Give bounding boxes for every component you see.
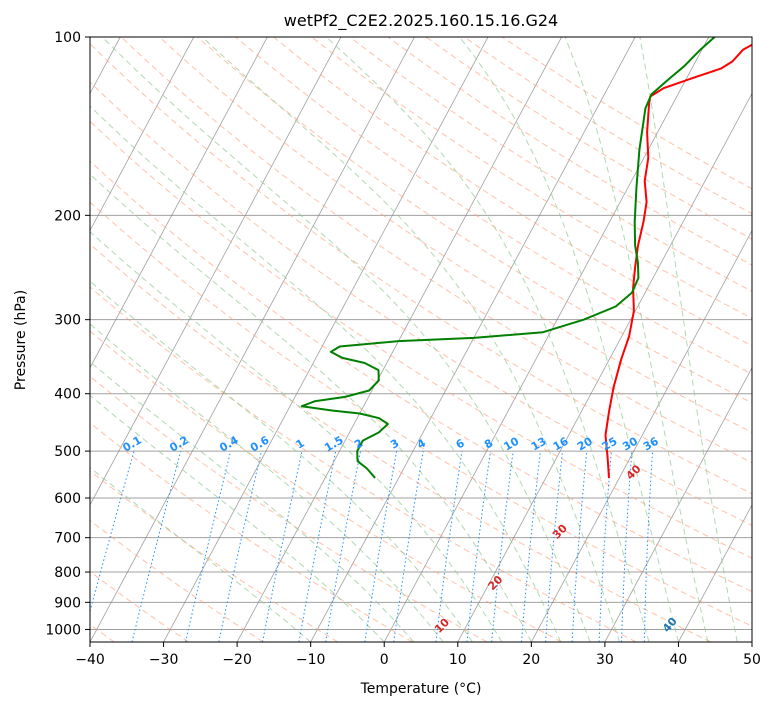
dry-adiabat-line: [273, 37, 752, 347]
dry-adiabat-line: [197, 37, 752, 404]
y-tick-label: 300: [54, 313, 81, 329]
mixing-ratio-label: 6: [454, 436, 467, 451]
dry-adiabat-line: [90, 470, 339, 642]
isotherm-line: [90, 37, 342, 506]
x-tick-label: 50: [743, 652, 761, 668]
y-tick-label: 900: [54, 595, 81, 611]
isotherm-line: [163, 37, 489, 642]
dewpoint-profile-line: [300, 37, 716, 479]
dry-adiabat-label: 40: [660, 615, 680, 635]
x-tick-label: 30: [596, 652, 614, 668]
moist-adiabat-line: [90, 105, 562, 642]
mixing-ratio-line: [545, 451, 563, 642]
dry-adiabat-line: [90, 201, 752, 627]
y-tick-label: 100: [54, 30, 81, 46]
x-tick-label: −10: [296, 652, 326, 668]
moist-adiabat-line: [90, 361, 414, 642]
mixing-ratio-line: [185, 450, 232, 642]
mixing-ratio-line: [491, 451, 514, 642]
y-tick-label: 800: [54, 565, 81, 581]
moist-adiabat-line: [325, 37, 650, 642]
mixing-ratio-line: [262, 450, 303, 642]
chart-title: wetPf2_C2E2.2025.160.15.16.G24: [284, 11, 558, 31]
y-tick-label: 1000: [45, 622, 81, 638]
mixing-ratio-line: [131, 450, 182, 642]
dry-adiabat-line: [158, 37, 752, 433]
dry-adiabat-line: [311, 37, 752, 319]
y-axis-label: Pressure (hPa): [13, 290, 29, 390]
mixing-ratio-line: [364, 451, 398, 642]
moist-adiabat-line: [90, 280, 473, 642]
dry-adiabat-line: [90, 570, 189, 642]
dry-adiabat-line: [90, 330, 562, 642]
isotherm-line: [90, 37, 268, 369]
mixing-ratio-label: 3: [388, 437, 401, 452]
moist-adiabat-line: [90, 323, 444, 642]
mixing-ratio-line: [90, 450, 135, 614]
isotherm-line: [383, 37, 710, 642]
moist-adiabat-line: [564, 37, 709, 642]
x-tick-label: 10: [449, 652, 467, 668]
dry-adiabat-line: [349, 37, 752, 292]
mixing-ratio-line: [435, 451, 463, 642]
isotherm-line: [236, 37, 562, 642]
mixing-ratio-line: [643, 451, 654, 642]
isotherm-line: [457, 92, 752, 642]
dry-adiabat-line: [90, 81, 752, 527]
axis-ticks: −40 −30 −20 −10 0 10 20 30 40 50 100 200 300 400 500 60…: [45, 30, 761, 668]
mixing-ratio-label: 2: [352, 437, 365, 452]
moist-adiabat-line: [90, 231, 503, 642]
isotherm-line: [90, 37, 415, 642]
mixing-ratio-line: [218, 450, 262, 642]
isotherm-line: [530, 229, 752, 642]
x-tick-label: −20: [222, 652, 252, 668]
dry-adiabat-line: [425, 37, 752, 240]
dry-adiabat-line: [90, 422, 413, 642]
y-tick-label: 700: [54, 531, 81, 547]
temperature-profile-line: [604, 43, 752, 479]
mixing-ratio-line: [466, 451, 491, 642]
y-tick-label: 600: [54, 491, 81, 507]
mixing-ratio-label: 4: [415, 436, 428, 451]
isotherm-line: [90, 37, 195, 232]
mixing-ratio-line: [521, 451, 541, 642]
y-tick-label: 400: [54, 387, 81, 403]
x-tick-label: 20: [522, 652, 540, 668]
x-axis-label: Temperature (°C): [360, 681, 482, 697]
dry-adiabat-line: [90, 160, 752, 593]
mixing-ratio-line: [393, 451, 424, 642]
moist-adiabat-line: [101, 37, 591, 642]
dry-adiabat-line: [90, 286, 637, 642]
isotherm-line: [678, 504, 752, 642]
x-tick-label: −40: [75, 652, 105, 668]
moist-adiabat-line: [459, 37, 679, 642]
x-tick-label: −30: [149, 652, 179, 668]
dry-adiabat-line: [120, 37, 752, 464]
moist-adiabat-line: [90, 466, 312, 642]
y-tick-label: 200: [54, 208, 81, 224]
moist-adiabat-line: [639, 37, 738, 642]
profile-series: [300, 37, 752, 479]
background-reference-lines: [90, 37, 752, 642]
dry-adiabat-line: [90, 375, 488, 642]
moist-adiabat-line: [201, 37, 621, 642]
isotherm-line: [604, 366, 752, 642]
isotherm-line: [751, 641, 752, 642]
x-tick-label: 0: [380, 652, 389, 668]
dry-adiabat-line: [463, 37, 752, 215]
moist-adiabat-label: 20: [485, 573, 505, 593]
dry-adiabat-line: [501, 37, 752, 190]
moist-adiabat-label: 10: [432, 615, 452, 635]
x-tick-label: 40: [669, 652, 687, 668]
dry-adiabat-line: [90, 243, 712, 642]
moist-adiabat-line: [90, 173, 532, 642]
y-tick-label: 500: [54, 444, 81, 460]
moist-adiabat-label: 40: [624, 462, 644, 482]
plot-frame: [89, 36, 753, 643]
dry-adiabat-line: [235, 37, 752, 375]
